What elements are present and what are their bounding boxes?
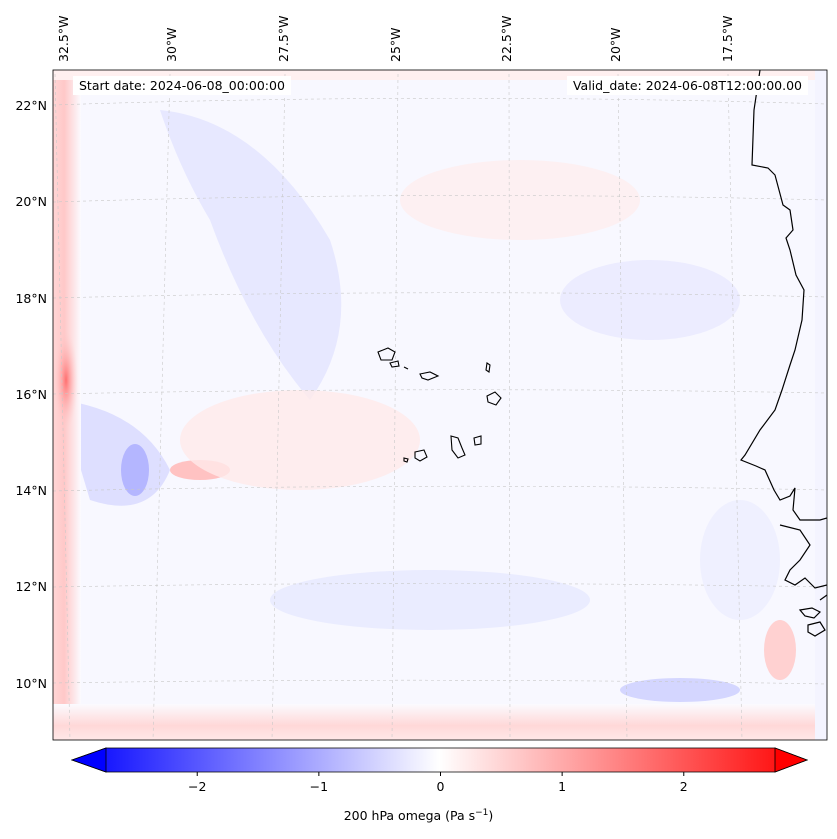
longitude-label: 25°W	[388, 27, 403, 62]
longitude-label: 20°W	[608, 27, 623, 62]
omega-negative-patch	[620, 678, 740, 702]
omega-positive-patch	[54, 330, 78, 430]
colorbar-min-extend	[70, 747, 107, 773]
latitude-label: 20°N	[15, 194, 47, 209]
latitude-label: 22°N	[15, 98, 47, 113]
island-sao-nicolau	[419, 371, 440, 381]
longitude-labels: 32.5°W 30°W 27.5°W 25°W 22.5°W 20°W 17.5°W	[56, 16, 735, 62]
longitude-label: 32.5°W	[56, 16, 71, 62]
island-brava	[403, 457, 409, 463]
colorbar-tick-label: −1	[310, 779, 328, 794]
boundary-zone-right	[815, 70, 827, 740]
latitude-label: 14°N	[15, 483, 47, 498]
colorbar-label-prefix: 200 hPa omega (Pa s	[343, 808, 476, 824]
cape-verde-islands	[377, 347, 502, 463]
omega-negative-patch	[560, 260, 740, 340]
latitude-label: 12°N	[15, 579, 47, 594]
island-sao-vicente	[389, 360, 400, 368]
colorbar-tick-label: 2	[680, 779, 688, 794]
omega-positive-patch	[400, 160, 640, 240]
omega-positive-patch	[764, 620, 796, 680]
map-frame	[52, 69, 828, 741]
island-maio	[473, 435, 482, 446]
omega-negative-patch	[700, 500, 780, 620]
longitude-label: 27.5°W	[276, 16, 291, 62]
omega-negative-patch	[270, 570, 590, 630]
latitude-label: 10°N	[15, 676, 47, 691]
start-date-label: Start date: 2024-06-08_00:00:00	[73, 76, 291, 95]
map-field	[53, 70, 827, 740]
colorbar: −2 −1 0 1 2	[70, 747, 809, 794]
colorbar-label: 200 hPa omega (Pa s−1)	[0, 808, 837, 823]
colorbar-max-extend	[774, 747, 809, 773]
longitude-label: 22.5°W	[499, 16, 514, 62]
omega-negative-patch	[121, 444, 149, 496]
colorbar-tick-label: −2	[188, 779, 206, 794]
island-santiago	[450, 435, 466, 459]
colorbar-bar	[70, 747, 809, 773]
colorbar-tick-label: 0	[437, 779, 445, 794]
coastline	[740, 70, 827, 637]
omega-negative-patch	[160, 110, 342, 400]
omega-positive-patch	[180, 390, 420, 490]
island-santa-luzia	[403, 366, 409, 370]
latitude-label: 16°N	[15, 387, 47, 402]
boundary-zone-top	[53, 70, 827, 80]
latitude-labels: 22°N 20°N 18°N 16°N 14°N 12°N 10°N	[15, 98, 47, 691]
island-boa-vista	[486, 391, 502, 406]
colorbar-label-suffix: )	[488, 808, 494, 824]
colorbar-label-exp: −1	[475, 808, 489, 818]
island-fogo	[414, 449, 428, 462]
colorbar-ticks: −2 −1 0 1 2	[188, 772, 688, 794]
island-santo-antao	[377, 347, 396, 361]
island-sal	[485, 362, 491, 373]
colorbar-tick-label: 1	[558, 779, 566, 794]
valid-date-label: Valid_date: 2024-06-08T12:00:00.00	[566, 76, 808, 95]
longitude-label: 30°W	[164, 27, 179, 62]
longitude-label: 17.5°W	[720, 16, 735, 62]
latitude-label: 18°N	[15, 291, 47, 306]
boundary-zone-bottom	[53, 704, 827, 740]
graticule	[53, 73, 827, 740]
